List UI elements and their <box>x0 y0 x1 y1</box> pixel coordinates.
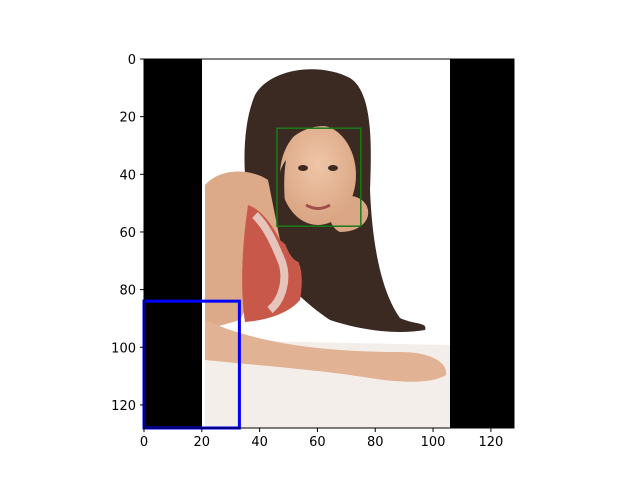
y-tick-label: 60 <box>119 226 136 241</box>
y-tick-label: 120 <box>111 399 136 414</box>
x-tick-label: 20 <box>194 435 211 450</box>
hair-fringe <box>278 103 362 150</box>
axes-frame <box>143 58 515 429</box>
shoulder <box>205 171 280 330</box>
x-tick-label: 100 <box>421 435 446 450</box>
y-tick-label: 40 <box>119 168 136 183</box>
x-tick-label: 80 <box>367 435 384 450</box>
face-bounding-box <box>276 127 362 227</box>
image-area <box>144 59 514 428</box>
x-tick-label: 0 <box>140 435 148 450</box>
hair-side-strands <box>276 160 300 262</box>
mouth <box>305 203 331 210</box>
y-tick-label: 80 <box>119 284 136 299</box>
x-tick-label: 40 <box>251 435 268 450</box>
y-tick-label: 20 <box>119 111 136 126</box>
y-axis: 0 20 40 60 80 100 120 <box>111 53 144 414</box>
face <box>280 125 356 225</box>
x-axis: 0 20 40 60 80 100 120 <box>140 428 503 450</box>
x-tick-label: 120 <box>478 435 503 450</box>
left-black-band <box>144 59 202 428</box>
dress <box>242 205 302 322</box>
x-tick-label: 60 <box>309 435 326 450</box>
dress-pattern <box>252 212 289 314</box>
y-tick-label: 100 <box>111 341 136 356</box>
y-tick-label: 0 <box>128 53 136 68</box>
left-eye <box>298 165 308 171</box>
right-eye <box>328 165 338 171</box>
right-black-band <box>450 59 514 428</box>
arm <box>205 320 447 382</box>
